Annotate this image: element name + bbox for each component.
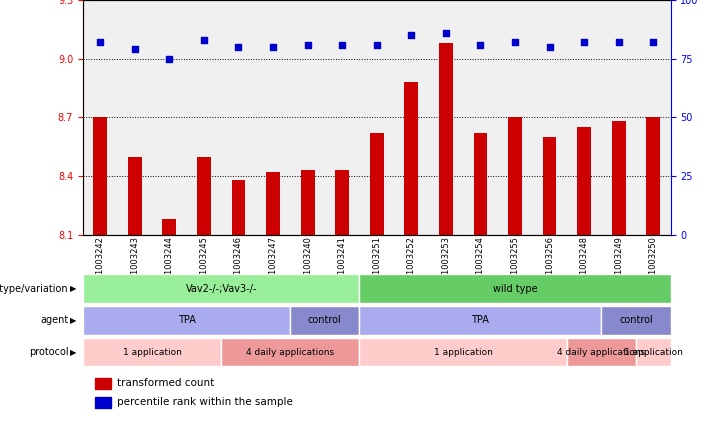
Text: agent: agent (40, 316, 68, 325)
Text: control: control (619, 316, 653, 325)
Point (405, 32, 417, 38)
Bar (231, 180, 245, 235)
Text: genotype/variation: genotype/variation (0, 284, 68, 294)
Bar (612, 121, 626, 235)
Text: 1 application: 1 application (434, 348, 492, 357)
Bar (370, 133, 384, 235)
Text: ▶: ▶ (70, 348, 77, 357)
Point (578, 39, 590, 46)
Bar (83, 338, 221, 366)
Bar (301, 170, 314, 235)
Bar (83, 306, 291, 335)
Text: Vav2-/-;Vav3-/-: Vav2-/-;Vav3-/- (185, 284, 257, 294)
Bar (474, 133, 487, 235)
Bar (578, 127, 591, 235)
Text: transformed count: transformed count (117, 379, 214, 388)
Text: control: control (308, 316, 342, 325)
Text: 4 daily applications: 4 daily applications (557, 348, 645, 357)
Text: 1 application: 1 application (123, 348, 182, 357)
Bar (221, 338, 360, 366)
Point (267, 44, 279, 50)
Bar (291, 306, 360, 335)
Bar (439, 43, 453, 235)
Point (647, 39, 659, 46)
Bar (93, 117, 107, 235)
Text: percentile rank within the sample: percentile rank within the sample (117, 397, 293, 407)
Point (509, 39, 521, 46)
Text: wild type: wild type (492, 284, 537, 294)
Point (198, 36, 210, 43)
Bar (335, 170, 349, 235)
Bar (567, 338, 636, 366)
Bar (360, 275, 671, 303)
Point (233, 44, 244, 50)
Text: TPA: TPA (472, 316, 490, 325)
Bar (360, 338, 567, 366)
Point (337, 41, 348, 48)
Bar (162, 219, 176, 235)
Bar (197, 157, 211, 235)
Text: 1 application: 1 application (624, 348, 683, 357)
Text: ▶: ▶ (70, 284, 77, 293)
Point (474, 41, 486, 48)
Text: protocol: protocol (29, 347, 68, 357)
Bar (636, 338, 671, 366)
Point (94, 39, 106, 46)
Point (371, 41, 383, 48)
Text: TPA: TPA (177, 316, 195, 325)
Point (544, 44, 555, 50)
Bar (543, 137, 557, 235)
Bar (94, 378, 111, 389)
Bar (360, 306, 601, 335)
Bar (646, 117, 660, 235)
Point (440, 30, 451, 36)
Text: ▶: ▶ (70, 316, 77, 325)
Bar (94, 397, 111, 408)
Point (164, 55, 175, 62)
Bar (404, 82, 418, 235)
Bar (508, 117, 522, 235)
Point (302, 41, 314, 48)
Bar (83, 275, 360, 303)
Text: 4 daily applications: 4 daily applications (247, 348, 335, 357)
Point (613, 39, 624, 46)
Bar (128, 157, 142, 235)
Bar (266, 172, 280, 235)
Point (129, 46, 141, 53)
Bar (601, 306, 671, 335)
